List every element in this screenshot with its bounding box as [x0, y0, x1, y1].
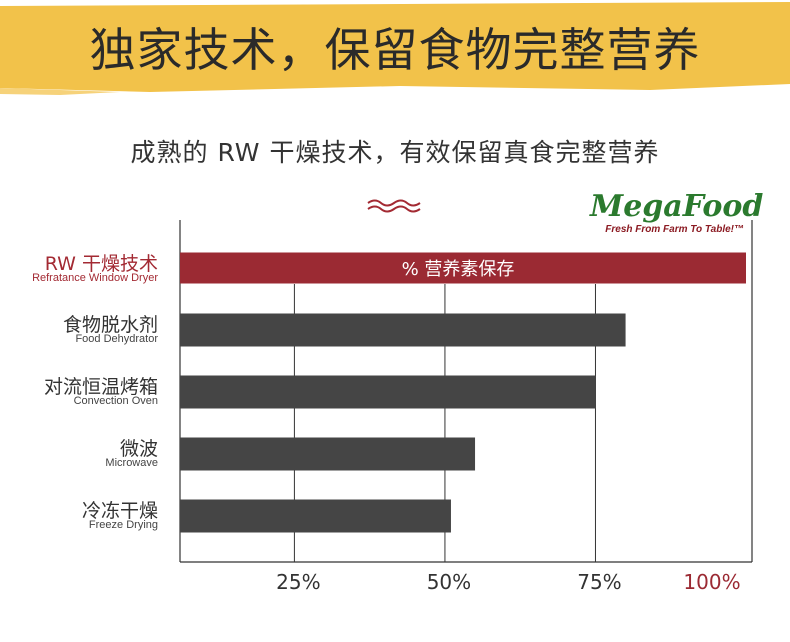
- banner-brush-background: [0, 2, 790, 95]
- category-label-cn: 冷冻干燥: [81, 500, 158, 522]
- category-label-cn: 微波: [119, 438, 158, 460]
- x-tick-label: 25%: [276, 570, 320, 594]
- category-label-en: Microwave: [105, 457, 158, 469]
- category-label-en: Refratance Window Dryer: [32, 272, 158, 284]
- category-label-cn: 对流恒温烤箱: [43, 376, 158, 398]
- category-label-cn: RW 干燥技术: [44, 253, 158, 275]
- highlight-bar: [180, 252, 746, 284]
- x-tick-label: 50%: [427, 570, 471, 594]
- bar: [180, 437, 476, 471]
- bar: [180, 375, 596, 409]
- category-label-cn: 食物脱水剂: [62, 314, 158, 336]
- banner-title: 独家技术，保留食物完整营养: [89, 23, 701, 77]
- x-tick-label: 75%: [577, 570, 621, 594]
- category-label-en: Convection Oven: [73, 395, 158, 407]
- category-label-en: Food Dehydrator: [75, 333, 158, 345]
- logo-tagline: Fresh From Farm To Table!™: [605, 224, 744, 235]
- megafood-logo: MegaFood Fresh From Farm To Table!™: [590, 189, 764, 236]
- bar: [180, 499, 451, 533]
- logo-name: MegaFood: [590, 189, 764, 224]
- category-label-en: Freeze Drying: [88, 519, 158, 531]
- subtitle: 成熟的 RW 干燥技术，有效保留真食完整营养: [130, 138, 660, 167]
- wave-ornament-icon: [367, 199, 421, 213]
- bar-label: % 营养素保存: [402, 259, 515, 280]
- title-banner: 独家技术，保留食物完整营养: [0, 0, 790, 96]
- x-tick-label: 100%: [683, 570, 740, 594]
- bar: [180, 313, 626, 347]
